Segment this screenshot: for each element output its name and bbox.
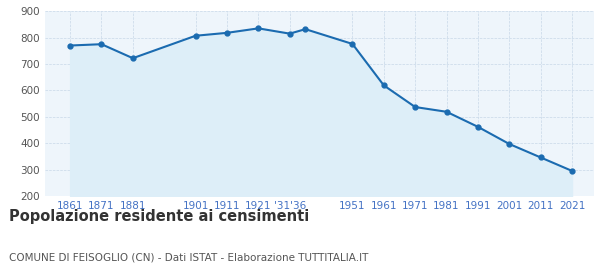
- Text: COMUNE DI FEISOGLIO (CN) - Dati ISTAT - Elaborazione TUTTITALIA.IT: COMUNE DI FEISOGLIO (CN) - Dati ISTAT - …: [9, 252, 368, 262]
- Text: Popolazione residente ai censimenti: Popolazione residente ai censimenti: [9, 209, 309, 224]
